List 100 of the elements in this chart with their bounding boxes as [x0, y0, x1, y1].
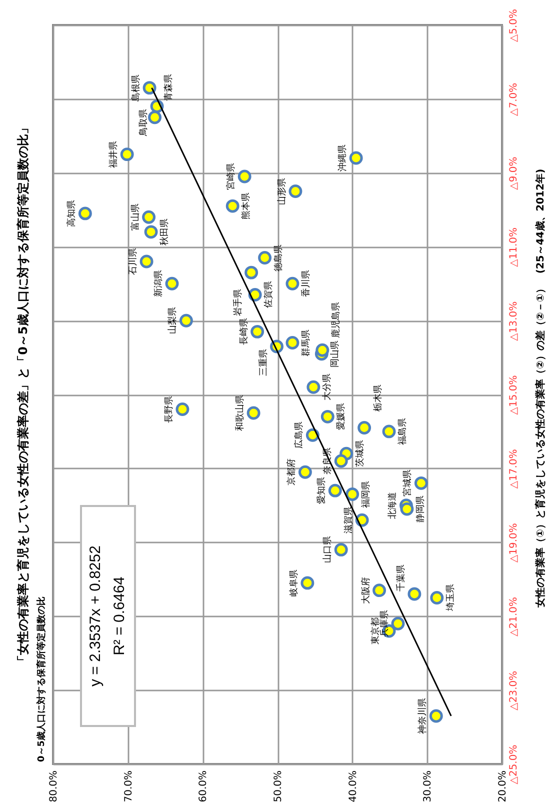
annotation: R² = 0.6464	[110, 576, 129, 658]
annotation: 埼玉県	[444, 584, 456, 612]
annotation: 青森県	[162, 74, 174, 101]
point	[179, 314, 193, 328]
y-tick-label: △23.0%	[508, 670, 520, 710]
point	[298, 465, 312, 479]
point	[244, 266, 258, 280]
point	[382, 424, 396, 438]
point	[300, 576, 314, 590]
annotation: 鹿児島県	[330, 302, 342, 338]
point	[429, 709, 443, 723]
annotation: 沖縄県	[337, 144, 348, 172]
equation-box: y = 2.3537x + 0.8252 R² = 0.6464	[80, 505, 136, 727]
point	[142, 81, 156, 95]
annotation: 栃木県	[372, 384, 384, 412]
point	[430, 591, 444, 604]
point	[334, 542, 348, 556]
annotation: 高知県	[66, 200, 78, 227]
point	[320, 410, 334, 424]
point	[288, 184, 302, 198]
annotation: 岡山県	[330, 340, 341, 368]
y-tick-label: △7.0%	[508, 82, 520, 116]
point	[286, 276, 300, 290]
annotation: 山口県	[322, 536, 334, 564]
annotation: 山梨県	[167, 307, 178, 334]
point	[334, 454, 348, 468]
annotation: 和歌山県	[234, 394, 246, 431]
annotation: 滋賀県	[343, 506, 354, 534]
point	[408, 587, 422, 601]
annotation: 神奈川県	[417, 698, 428, 734]
x-tick-label: 70.0%	[123, 770, 134, 802]
annotation: 静岡県	[414, 496, 426, 523]
annotation: 石川県	[128, 248, 139, 275]
point	[349, 151, 363, 165]
point	[246, 406, 260, 420]
x-tick-label: 40.0%	[348, 770, 359, 802]
annotation: y = 2.3537x + 0.8252	[86, 544, 105, 688]
annotation: 山形県	[276, 178, 288, 205]
point	[250, 324, 264, 338]
annotation: 宮城県	[402, 470, 414, 497]
point	[400, 502, 414, 516]
annotation: 熊本県	[240, 192, 252, 220]
annotation: 徳島県	[272, 244, 284, 272]
annotation: 茨城県	[354, 440, 366, 468]
annotation: 広島県	[294, 422, 305, 449]
point	[258, 251, 272, 264]
text: 0～5歳人口に対する保育所等定員数の比	[36, 596, 48, 762]
point	[414, 476, 428, 490]
annotation: 長野県	[163, 396, 174, 423]
annotation: 愛媛県	[336, 403, 347, 430]
annotation: 京都府	[286, 458, 298, 486]
point	[165, 276, 179, 290]
annotation: 宮崎県	[226, 162, 237, 190]
point	[391, 616, 405, 630]
point	[372, 584, 386, 598]
point	[142, 210, 156, 224]
annotation: 長崎県	[238, 318, 250, 346]
point	[120, 148, 134, 162]
y-tick-label: △9.0%	[508, 156, 520, 190]
point	[176, 402, 190, 416]
annotation: 秋田県	[159, 218, 170, 246]
annotation: 岐阜県	[288, 569, 300, 596]
x-tick-label: 30.0%	[422, 770, 434, 802]
annotation: 東京都	[370, 617, 381, 644]
point	[358, 421, 372, 434]
text: 「女性の有業率と育児をしている女性の有業率の差」と「0～5歳人口に対する保育所等定員数の比」	[16, 122, 30, 667]
annotation: 香川県	[300, 270, 312, 298]
y-tick-label: △15.0%	[508, 375, 520, 415]
annotation: 兵庫県	[378, 610, 390, 638]
y-tick-label: △13.0%	[508, 301, 520, 341]
x-tick-label: 60.0%	[198, 770, 210, 802]
annotation: 鳥取県	[138, 108, 150, 137]
annotation: 福井県	[108, 140, 120, 168]
y-tick-label: △17.0%	[508, 449, 520, 489]
point	[346, 488, 360, 501]
point	[316, 343, 330, 357]
point	[226, 199, 240, 213]
annotation: 新潟県	[152, 270, 164, 298]
annotation: 大阪府	[360, 576, 372, 604]
annotation: 福島県	[397, 418, 408, 445]
point	[328, 484, 342, 498]
annotation: 群馬県	[300, 329, 312, 356]
annotation: 愛知県	[316, 477, 328, 504]
y-tick-label: △25.0%	[508, 744, 520, 784]
annotation: 富山県	[130, 204, 141, 231]
point	[144, 225, 158, 239]
point	[148, 110, 162, 124]
y-tick-label: △11.0%	[508, 227, 520, 267]
annotation: 大分県	[321, 374, 332, 401]
annotation: 北海道	[387, 492, 398, 519]
x-tick-label: 20.0%	[498, 770, 508, 802]
y-tick-label: △19.0%	[508, 523, 520, 563]
annotation: 千葉県	[395, 564, 406, 592]
annotation: 三重県	[258, 348, 269, 376]
point	[286, 336, 300, 350]
x-tick-label: 50.0%	[273, 770, 284, 802]
point	[238, 170, 252, 184]
y-tick-label: △21.0%	[508, 596, 520, 636]
y-axis-title: 女性の有業率（①）と育児をしている女性の有業率（②）の差（②－①） (25～44歳、2012年)	[534, 168, 546, 608]
x-tick-label: 80.0%	[48, 770, 60, 802]
